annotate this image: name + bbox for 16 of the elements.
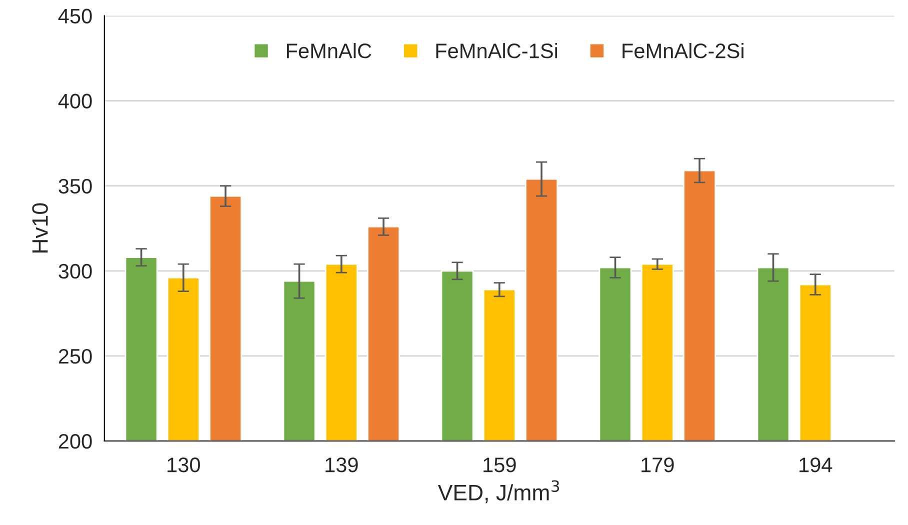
- y-tick-label: 450: [58, 8, 92, 24]
- legend-label: FeMnAlC: [286, 43, 372, 58]
- y-tick-label: 300: [58, 264, 92, 279]
- x-tick-label: 130: [168, 458, 200, 472]
- y-tick-label: 350: [58, 178, 92, 194]
- y-tick-label: 250: [58, 348, 92, 364]
- x-tick-label: 194: [800, 458, 832, 472]
- legend-label: FeMnAlC-2Si: [622, 43, 744, 58]
- x-axis-title: VED, J/mm$^{3}$: [438, 480, 560, 504]
- y-axis-title: Hv10: [32, 203, 48, 252]
- x-tick-label: 179: [642, 458, 674, 472]
- y-tick-label: 200: [58, 434, 92, 449]
- y-tick-label: 400: [58, 94, 92, 109]
- legend-label: FeMnAlC-1Si: [436, 43, 558, 58]
- x-tick-label: 159: [484, 458, 516, 472]
- x-tick-label: 139: [326, 458, 358, 472]
